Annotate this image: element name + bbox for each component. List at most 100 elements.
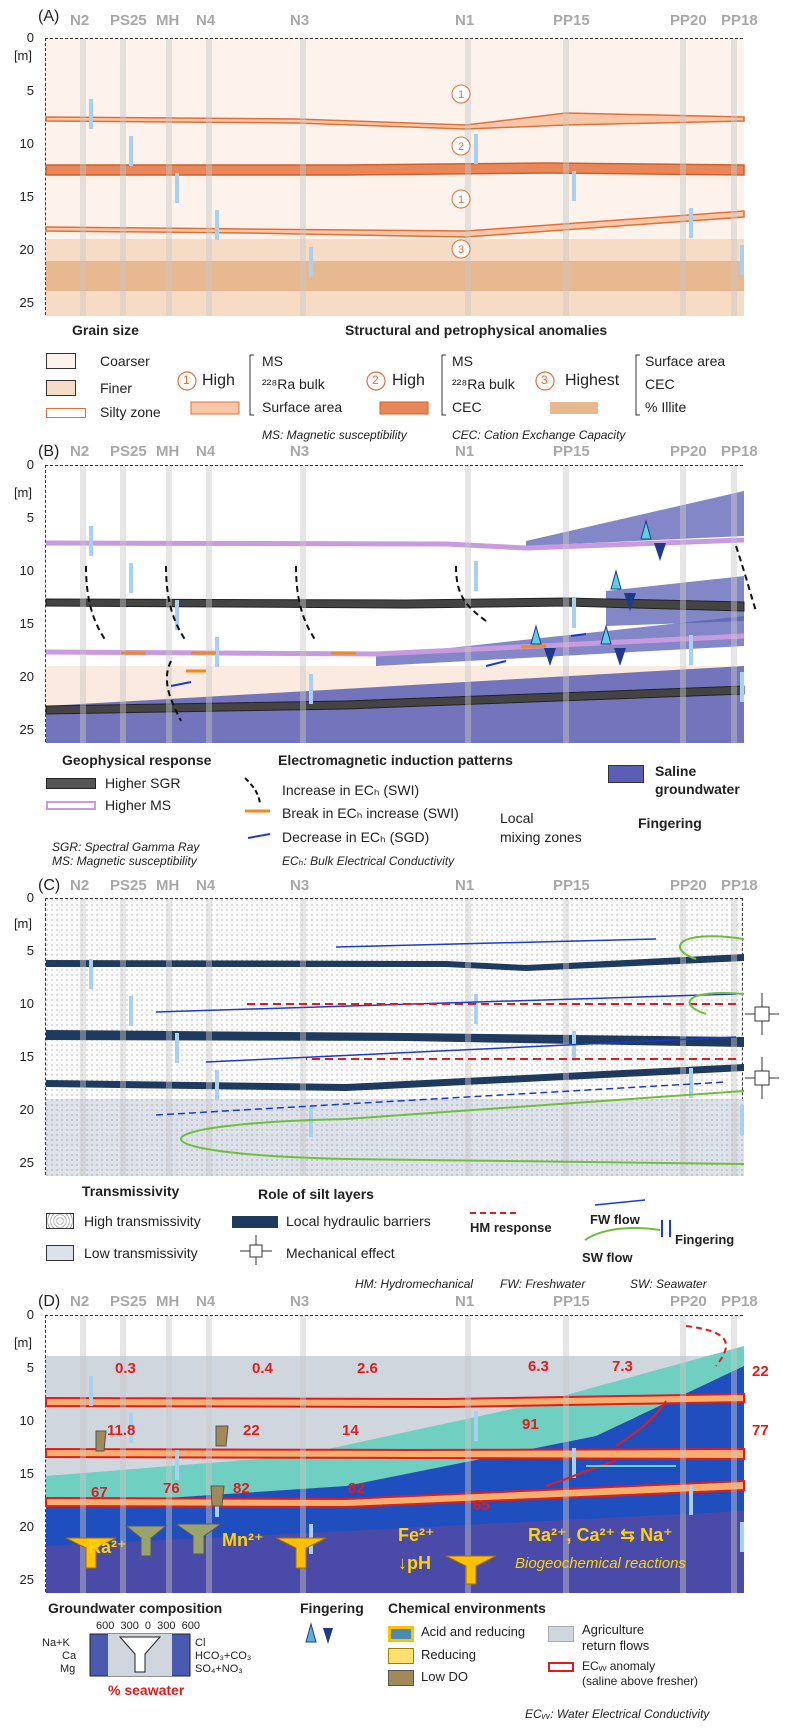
well-label-pp18: PP18	[721, 1293, 758, 1310]
local-label: Local	[500, 810, 534, 826]
well-label-n3: N3	[290, 443, 310, 460]
well-column	[80, 466, 86, 743]
well-column	[120, 1316, 126, 1593]
panel-c-drawing	[46, 899, 745, 1176]
high-trans-label: High transmissivity	[84, 1213, 201, 1229]
screen-interval	[215, 210, 219, 240]
well-column	[680, 899, 686, 1176]
groundwater-label: groundwater	[655, 781, 740, 797]
panel-a-frame: 1 2 1 3	[45, 38, 745, 316]
anomaly-1-item-2: ²²⁸Ra bulk	[262, 376, 325, 392]
well-label-pp20: PP20	[670, 1293, 707, 1310]
screen-interval	[215, 637, 219, 667]
stiff-diagram	[89, 1633, 191, 1677]
coarser-swatch	[46, 353, 76, 369]
well-label-n2: N2	[70, 443, 90, 460]
screen-interval	[740, 1522, 744, 1552]
anomaly-3-item-1: Surface area	[645, 353, 726, 369]
depth-tick: 10	[19, 1413, 34, 1428]
depth-tick: 25	[19, 295, 34, 310]
hm-label: HM response	[470, 1220, 552, 1235]
well-column	[300, 1316, 306, 1593]
well-column	[731, 1316, 737, 1593]
increase-label: Increase in ECₕ (SWI)	[282, 782, 420, 798]
anomaly-3-item-3: % Illite	[645, 399, 687, 415]
fingering-down-icon	[544, 648, 556, 666]
fw-label: FW flow	[590, 1212, 640, 1227]
break-label: Break in ECₕ increase (SWI)	[282, 805, 459, 821]
well-column	[166, 39, 172, 316]
note-ms-b: MS: Magnetic susceptibility	[52, 854, 197, 868]
anomaly-1-level: High	[202, 372, 235, 389]
well-column	[680, 1316, 686, 1593]
finer-label: Finer	[100, 380, 132, 396]
screen-interval	[572, 1448, 576, 1478]
screen-interval	[89, 526, 93, 556]
barriers-swatch	[232, 1216, 278, 1228]
seawater-percent: 14	[342, 1422, 359, 1439]
saline-label: Saline	[655, 763, 697, 779]
well-label-pp15: PP15	[553, 1293, 590, 1310]
panel-b-drawing	[45, 466, 757, 743]
mixing-label: mixing zones	[500, 829, 582, 845]
reducing-label: Reducing	[421, 1647, 476, 1662]
well-label-pp15: PP15	[553, 12, 590, 29]
fingering-up-icon	[610, 569, 622, 590]
panel-c-legend-graphics	[240, 1199, 671, 1265]
well-column	[465, 1316, 471, 1593]
transmissivity-title: Transmissivity	[82, 1183, 180, 1199]
well-label-n3: N3	[290, 1293, 310, 1310]
anomaly-2-number: 2	[372, 373, 379, 387]
screen-interval	[309, 1107, 313, 1137]
note-cec: CEC: Cation Exchange Capacity	[452, 428, 626, 442]
ra-label-1: Ra²⁺	[88, 1537, 127, 1557]
screen-interval	[572, 1031, 576, 1061]
screen-interval	[572, 171, 576, 201]
well-column	[300, 466, 306, 743]
well-column	[166, 1316, 172, 1593]
fingering-up-icon	[600, 624, 612, 645]
anomaly-3-number: 3	[541, 373, 548, 387]
anomaly-2-item-2: ²²⁸Ra bulk	[452, 376, 515, 392]
screen-interval	[129, 996, 133, 1026]
anomaly-1-number: 1	[183, 373, 190, 387]
well-column	[563, 39, 569, 316]
fingering-down-icon	[654, 543, 666, 561]
anomaly-1-item-3: Surface area	[262, 399, 343, 415]
note-hm: HM: Hydromechanical	[355, 1277, 474, 1291]
depth-tick: 25	[19, 1155, 34, 1170]
silty-swatch	[46, 408, 86, 418]
seawater-percent: 82	[348, 1480, 365, 1497]
fingering-down-icon	[614, 648, 626, 666]
well-label-pp18: PP18	[721, 12, 758, 29]
low-trans-swatch	[46, 1245, 74, 1261]
well-label-n1: N1	[455, 12, 475, 29]
screen-interval	[309, 674, 313, 704]
well-column	[166, 899, 172, 1176]
screen-interval	[175, 600, 179, 630]
panel-c-label: (C)	[38, 877, 61, 894]
fingering-up-icon	[640, 519, 652, 540]
well-label-pp20: PP20	[670, 443, 707, 460]
well-column	[206, 39, 212, 316]
screen-interval	[215, 1070, 219, 1100]
depth-tick: 20	[19, 242, 34, 257]
depth-unit-c: [m]	[13, 916, 32, 931]
left-ion-2: Ca	[62, 1650, 77, 1662]
well-label-n3: N3	[290, 12, 310, 29]
well-column	[680, 466, 686, 743]
seawater-percent: 65	[473, 1497, 490, 1514]
sw-label: SW flow	[582, 1250, 633, 1265]
screen-interval	[89, 99, 93, 129]
lowdo-label: Low DO	[421, 1669, 468, 1684]
panel-d-label: (D)	[38, 1293, 61, 1310]
well-label-pp18: PP18	[721, 877, 758, 894]
well-label-mh: MH	[156, 877, 180, 894]
zone-marker-number: 3	[458, 244, 464, 256]
well-label-pp20: PP20	[670, 877, 707, 894]
ecw-label-2: (saline above fresher)	[582, 1674, 699, 1688]
grain-size-title: Grain size	[72, 322, 139, 338]
seawater-percent: 0.3	[115, 1360, 136, 1377]
screen-interval	[89, 959, 93, 989]
well-label-pp15: PP15	[553, 443, 590, 460]
